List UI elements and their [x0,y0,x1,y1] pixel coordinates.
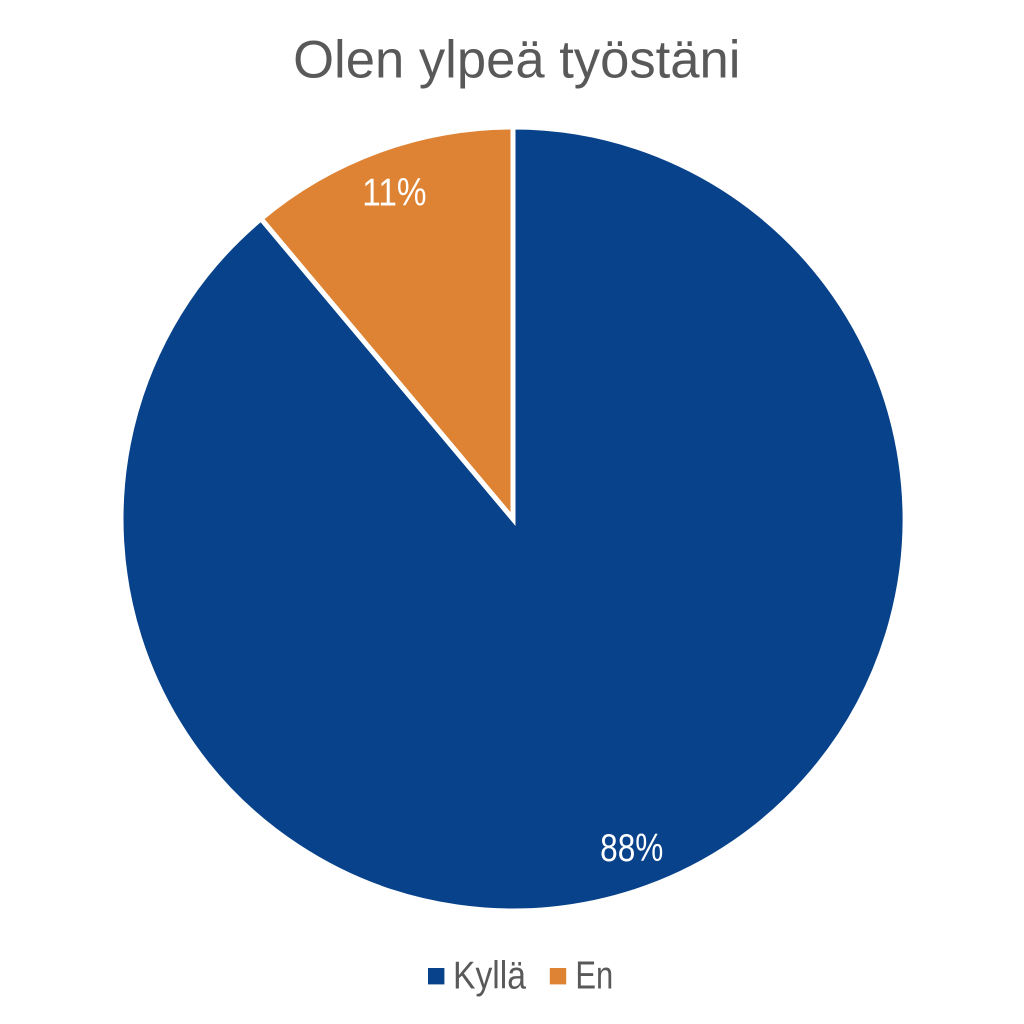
svg-text:Kyllä: Kyllä [453,953,527,997]
svg-text:Olen ylpeä työstäni: Olen ylpeä työstäni [293,31,740,90]
svg-text:11%: 11% [362,170,426,214]
svg-text:88%: 88% [600,827,663,870]
svg-text:En: En [575,954,613,997]
